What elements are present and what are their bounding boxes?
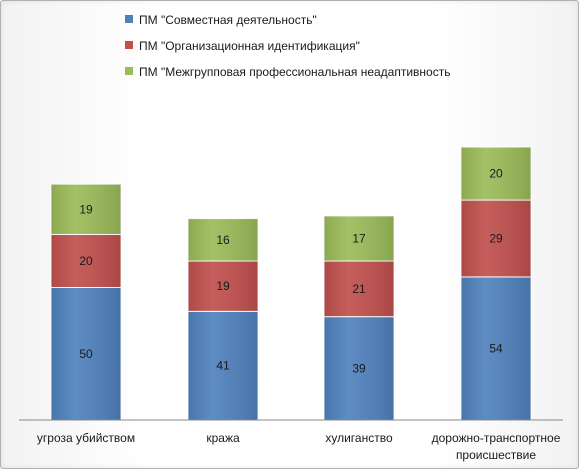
x-tick-label-3: хулиганство <box>325 431 393 445</box>
data-label-1-1: 50 <box>79 347 93 361</box>
data-label-1-3: 19 <box>79 202 93 216</box>
data-label-4-2: 29 <box>489 231 503 245</box>
data-label-3-3: 17 <box>352 231 366 245</box>
data-label-3-1: 39 <box>352 361 366 375</box>
data-label-4-1: 54 <box>489 341 503 355</box>
data-label-2-2: 19 <box>216 279 230 293</box>
x-tick-label-2: кража <box>206 431 240 445</box>
x-tick-label-4-line-2: происшествие <box>456 448 536 462</box>
legend: ПМ "Совместная деятельность" ПМ "Организа… <box>125 13 450 79</box>
data-label-2-3: 16 <box>216 233 230 247</box>
legend-swatch-2 <box>125 41 133 49</box>
x-tick-label-1: угроза убийством <box>37 431 135 445</box>
bars: 50 20 19 41 19 16 39 21 17 54 29 20 <box>50 146 532 421</box>
legend-label-1: ПМ "Совместная деятельность" <box>139 13 317 27</box>
data-label-3-2: 21 <box>352 282 366 296</box>
x-tick-labels: угроза убийством кража хулиганство дорожно-… <box>37 431 561 462</box>
legend-label-2: ПМ "Организационная идентификация" <box>139 39 360 53</box>
data-label-4-3: 20 <box>489 167 503 181</box>
data-label-1-2: 20 <box>79 254 93 268</box>
legend-swatch-3 <box>125 67 133 75</box>
data-label-2-1: 41 <box>216 359 230 373</box>
legend-label-3: ПМ "Межгрупповая профессиональная неадап… <box>139 65 450 79</box>
x-tick-label-4-line-1: дорожно-транспортное <box>432 431 561 445</box>
legend-swatch-1 <box>125 15 133 23</box>
